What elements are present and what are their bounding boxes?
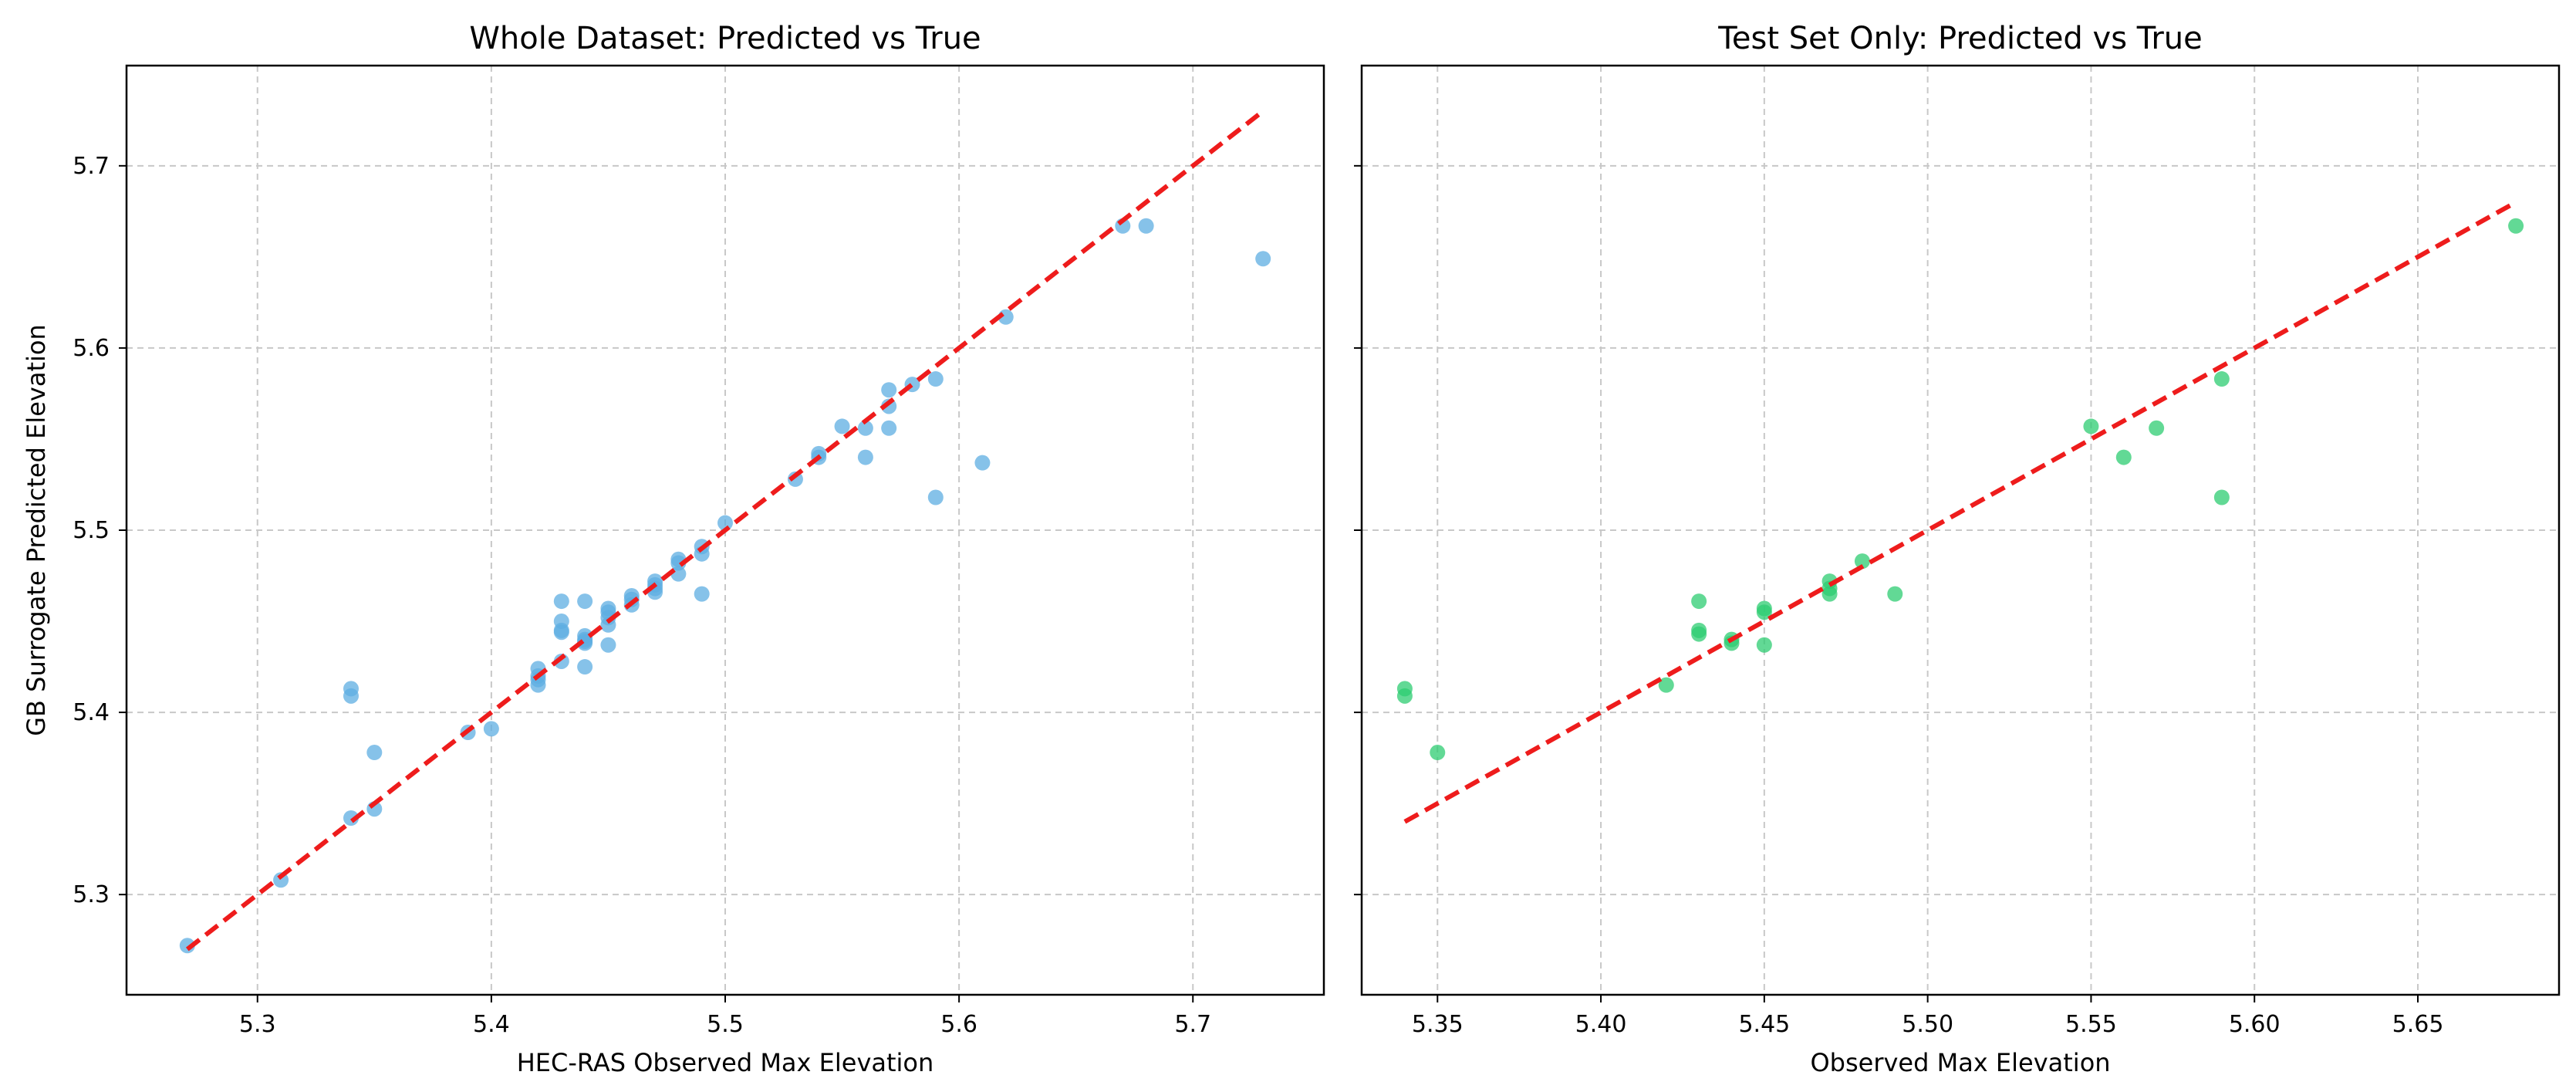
chart-1-point <box>600 600 616 617</box>
chart-2-point <box>1756 600 1772 617</box>
chart-2-reference-line <box>1403 200 2517 824</box>
chart-1-x-tick-label: 5.3 <box>239 1011 276 1038</box>
chart-1-point <box>857 420 873 436</box>
chart-2-x-axis-label: Observed Max Elevation <box>1810 1048 2110 1077</box>
chart-1-point <box>974 455 991 471</box>
chart-2-point <box>1854 553 1870 570</box>
chart-2-x-tick-label: 5.65 <box>2392 1011 2444 1038</box>
chart-1-point <box>600 637 616 653</box>
chart-1-point <box>553 614 569 630</box>
chart-1-y-axis-label: GB Surrogate Predicted Elevation <box>22 324 51 736</box>
chart-2-point <box>1691 622 1707 638</box>
chart-1-title: Whole Dataset: Predicted vs True <box>469 21 981 56</box>
chart-1-x-axis-label: HEC-RAS Observed Max Elevation <box>517 1048 934 1077</box>
chart-2-title: Test Set Only: Predicted vs True <box>1717 21 2202 56</box>
chart-1-point <box>717 515 733 531</box>
chart-1-point <box>553 593 569 610</box>
chart-2-point <box>1658 677 1674 693</box>
chart-1-x-tick-label: 5.5 <box>707 1011 744 1038</box>
chart-1-point <box>857 449 873 465</box>
chart-1-y-tick-label: 5.6 <box>73 335 110 362</box>
chart-2-x-tick-label: 5.45 <box>1738 1011 1790 1038</box>
chart-2-x-tick-label: 5.40 <box>1575 1011 1627 1038</box>
chart-1-x-tick-label: 5.7 <box>1174 1011 1211 1038</box>
chart-1-point <box>577 659 593 675</box>
chart-1-reference-line <box>185 109 1265 952</box>
chart-1-point <box>343 810 359 827</box>
chart-1-y-tick-label: 5.5 <box>73 517 110 544</box>
chart-2-x-tick-label: 5.35 <box>1412 1011 1464 1038</box>
chart-1-point <box>881 382 897 398</box>
chart-1-point <box>927 371 944 387</box>
chart-2-point <box>1691 593 1707 610</box>
chart-2-point <box>2508 218 2524 234</box>
chart-2-point <box>2213 489 2230 505</box>
chart-2-x-tick-label: 5.50 <box>1902 1011 1953 1038</box>
chart-2-point <box>1756 637 1772 653</box>
chart-1-point <box>366 745 383 761</box>
chart-2-point <box>2083 418 2099 434</box>
chart-1-point <box>694 586 710 602</box>
chart-panel-2: 5.35 5.40 5.45 5.50 5.55 5.60 5.65 Test Set Onl… <box>1354 21 2561 1077</box>
chart-1-point <box>483 721 499 737</box>
chart-panel-1: 5.3 5.4 5.5 5.6 5.7 5.3 5.4 5.5 5.6 5.7 Whole Data… <box>22 21 1325 1077</box>
chart-1-point <box>179 938 195 954</box>
chart-1-point <box>577 593 593 610</box>
chart-1-y-tick-label: 5.4 <box>73 699 110 726</box>
chart-1-x-tick-label: 5.6 <box>940 1011 977 1038</box>
chart-1-point <box>670 566 687 582</box>
chart-2-point <box>2213 371 2230 387</box>
chart-2-point <box>1887 586 1903 602</box>
chart-2-axes-frame <box>1360 64 2561 996</box>
chart-2-point <box>1396 681 1413 697</box>
chart-1-y-tick-label: 5.7 <box>73 153 110 180</box>
chart-1-y-tick-label: 5.3 <box>73 881 110 908</box>
chart-2-x-tick-label: 5.55 <box>2065 1011 2117 1038</box>
chart-1-point <box>1138 218 1154 234</box>
chart-2-x-tick-label: 5.60 <box>2229 1011 2281 1038</box>
chart-1-x-tick-label: 5.4 <box>473 1011 510 1038</box>
chart-1-point <box>1255 251 1271 267</box>
chart-1-point <box>834 418 850 434</box>
chart-2-point <box>2115 449 2132 465</box>
chart-1-point <box>343 681 359 697</box>
chart-2-point <box>1430 745 1446 761</box>
chart-2-point <box>2149 420 2165 436</box>
chart-1-axes-frame <box>125 64 1325 996</box>
chart-1-point <box>881 420 897 436</box>
chart-1-point <box>927 489 944 505</box>
